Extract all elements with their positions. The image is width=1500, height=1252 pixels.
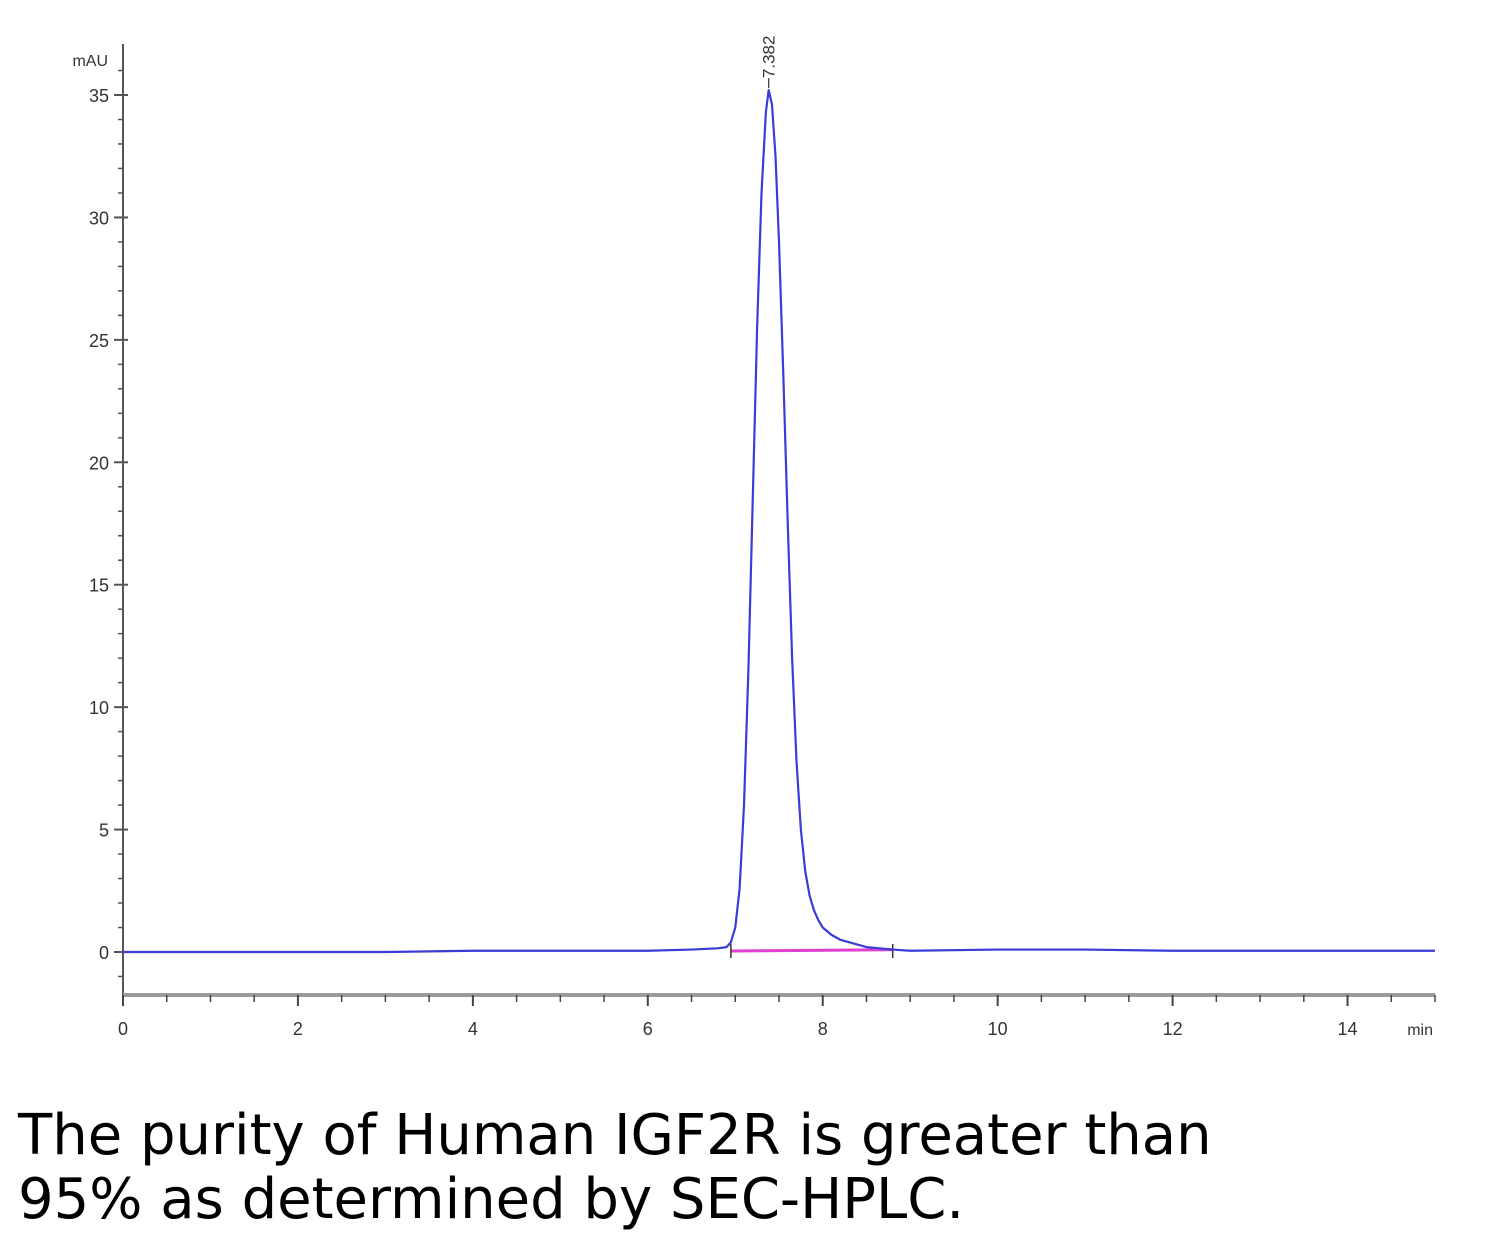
y-tick-label: 5 [99,821,109,841]
y-tick-label: 10 [89,698,109,718]
x-tick-label: 4 [468,1019,478,1039]
x-tick-label: 6 [643,1019,653,1039]
chromatogram-trace [123,89,1435,954]
x-tick-label: 14 [1338,1019,1358,1039]
y-tick-label: 15 [89,576,109,596]
x-tick-label: 12 [1163,1019,1183,1039]
integration-baseline [730,948,893,953]
peak-retention-label: 7.382 [760,36,779,79]
y-tick-label: 35 [89,86,109,106]
y-axis-unit: mAU [72,53,108,70]
x-tick-label: 8 [818,1019,828,1039]
y-tick-label: 30 [89,208,109,228]
caption-line-2: 95% as determined by SEC-HPLC. [18,1167,965,1232]
chromatogram-chart: 0 5 10 15 20 25 30 35 mAU 0 2 4 6 8 10 12 14 min 7.382 [72,36,1436,1039]
y-tick-label: 0 [99,943,109,963]
chart-svg: 0 5 10 15 20 25 30 35 mAU 0 2 4 6 8 10 12 14 min 7.382 [72,36,1436,1039]
x-tick-label: 0 [118,1019,128,1039]
x-tick-label: 10 [988,1019,1008,1039]
y-tick-label: 25 [89,331,109,351]
y-tick-label: 20 [89,453,109,473]
x-axis-unit: min [1407,1022,1433,1039]
x-tick-label: 2 [293,1019,303,1039]
caption-line-1: The purity of Human IGF2R is greater tha… [18,1103,1212,1168]
purity-caption: The purity of Human IGF2R is greater tha… [18,1104,1318,1232]
